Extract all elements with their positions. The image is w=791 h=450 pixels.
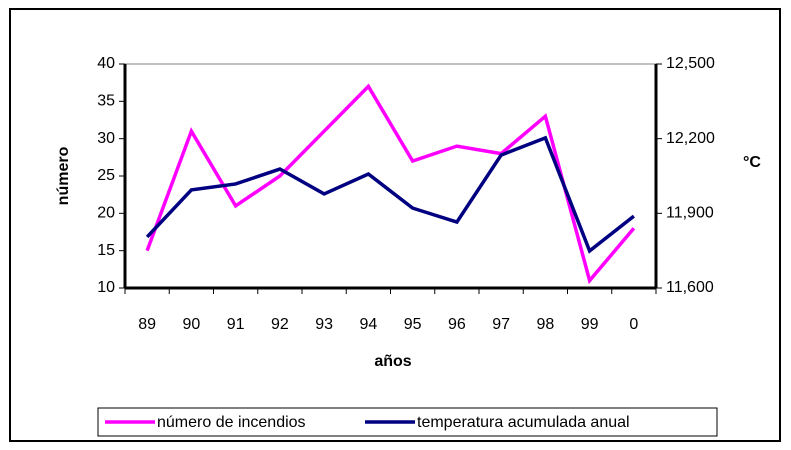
x-tick-label: 98 <box>536 316 554 333</box>
y-axis-label: número <box>55 146 72 205</box>
x-tick-label: 92 <box>271 316 289 333</box>
y2-axis-label: °C <box>743 154 761 171</box>
series-line <box>145 135 635 254</box>
legend-label: temperatura acumulada anual <box>417 414 630 431</box>
x-tick-label: 0 <box>629 316 638 333</box>
y2-tick-label: 11,900 <box>666 205 714 222</box>
x-tick-label: 93 <box>315 316 333 333</box>
y-tick-label: 35 <box>97 93 115 110</box>
y2-tick-label: 12,500 <box>666 55 715 72</box>
x-tick-label: 95 <box>404 316 422 333</box>
x-tick-label: 97 <box>492 316 510 333</box>
y-tick-label: 20 <box>97 205 115 222</box>
x-tick-label: 94 <box>359 316 377 333</box>
x-tick-label: 89 <box>138 316 156 333</box>
x-tick-label: 96 <box>448 316 466 333</box>
x-tick-label: 90 <box>182 316 200 333</box>
y-tick-label: 25 <box>97 167 115 184</box>
legend-label: número de incendios <box>157 414 306 431</box>
x-tick-label: 99 <box>581 316 599 333</box>
x-tick-label: 91 <box>227 316 245 333</box>
series-line <box>145 83 636 285</box>
y-tick-label: 40 <box>97 55 115 72</box>
y-tick-label: 30 <box>97 130 115 147</box>
x-axis-label: años <box>374 353 411 370</box>
y2-tick-label: 11,600 <box>666 279 714 296</box>
y-tick-label: 15 <box>97 242 115 259</box>
y2-tick-label: 12,200 <box>666 130 715 147</box>
y-tick-label: 10 <box>97 279 115 296</box>
plot-area <box>124 63 657 289</box>
